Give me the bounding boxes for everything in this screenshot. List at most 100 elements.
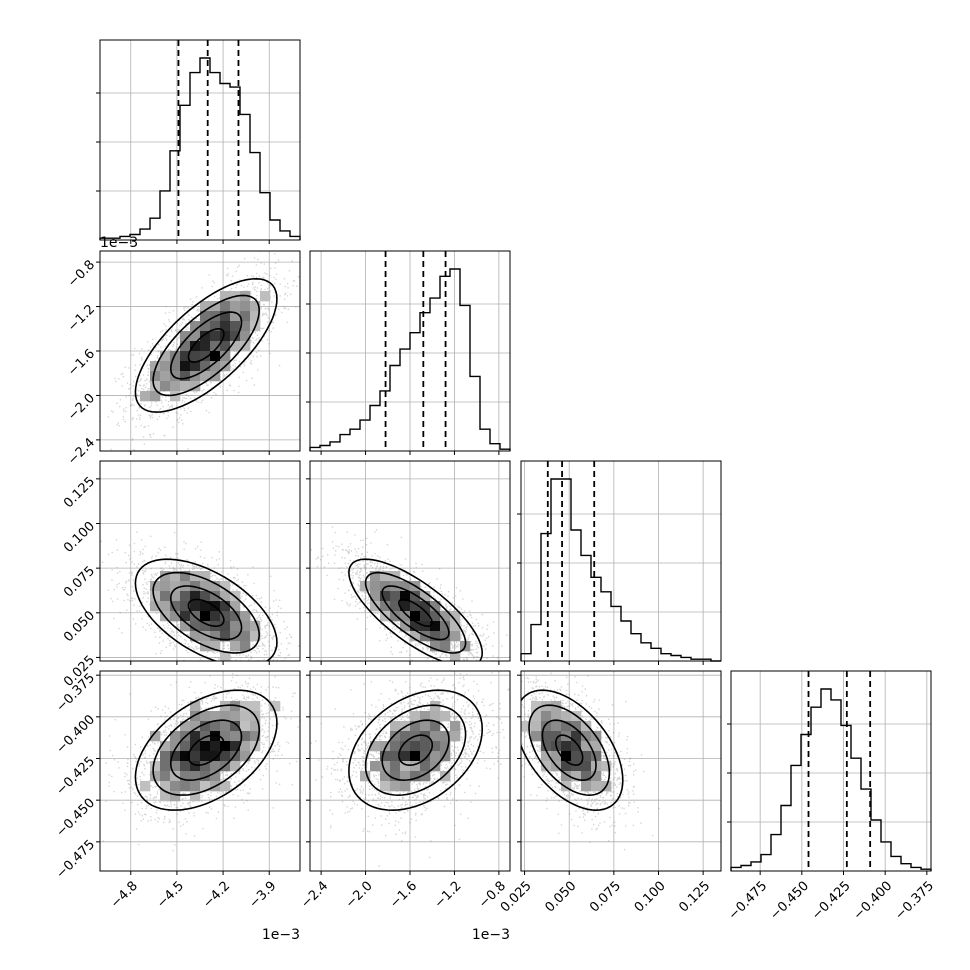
density-cell: [390, 771, 401, 782]
density-cell: [571, 771, 582, 782]
density-cell: [200, 731, 211, 742]
density-cell: [410, 591, 421, 602]
density-cell: [150, 391, 161, 402]
density-cell: [400, 591, 411, 602]
density-cell: [180, 621, 191, 632]
density-cell: [150, 371, 161, 382]
histogram-step-line: [520, 478, 721, 662]
density-cell: [190, 741, 201, 752]
density-cell: [220, 331, 231, 342]
scatter-panel-3-1: [99, 460, 301, 662]
density-cell: [390, 761, 401, 772]
contour-line: [187, 598, 225, 627]
density-cell: [200, 601, 211, 612]
density-cell: [531, 711, 542, 722]
density-cell: [230, 741, 241, 752]
density-cell: [571, 761, 582, 772]
density-cell: [160, 591, 171, 602]
density-cell: [160, 381, 171, 392]
density-cell: [380, 751, 391, 762]
density-cell: [190, 781, 201, 792]
scatter-panel-3-2: [309, 460, 511, 662]
density-cell: [190, 711, 201, 722]
density-cell: [220, 731, 231, 742]
histogram-panel-4: [730, 670, 932, 872]
contour-line: [134, 689, 278, 811]
density-cell: [430, 631, 441, 642]
density-cell: [240, 641, 251, 652]
density-cell: [370, 591, 381, 602]
density-cell: [440, 641, 451, 652]
density-cell: [571, 731, 582, 742]
density-cell: [170, 381, 181, 392]
density-cell: [581, 721, 592, 732]
contour-line: [152, 571, 261, 654]
density-cell: [380, 591, 391, 602]
contour-line: [381, 719, 450, 782]
density-cell: [170, 571, 181, 582]
density-cell: [170, 791, 181, 802]
density-cell: [180, 591, 191, 602]
density-cell: [200, 591, 211, 602]
density-cell: [190, 631, 201, 642]
density-cell: [390, 781, 401, 792]
density-cell: [190, 351, 201, 362]
density-cell: [430, 731, 441, 742]
density-cell: [160, 751, 171, 762]
panel-content: [102, 671, 300, 852]
density-cell: [190, 721, 201, 732]
density-cell: [410, 711, 421, 722]
density-cell: [180, 771, 191, 782]
density-cell: [180, 751, 191, 762]
density-cell: [420, 751, 431, 762]
density-cell: [410, 601, 421, 612]
y-offset-label: 1e−3: [100, 235, 138, 251]
density-cell: [390, 611, 401, 622]
density-cell: [150, 761, 161, 772]
density-cell: [180, 781, 191, 792]
density-cell: [561, 751, 572, 762]
density-cell: [430, 621, 441, 632]
density-cell: [150, 361, 161, 372]
density-cell: [440, 771, 451, 782]
density-cell: [450, 731, 461, 742]
density-cell: [190, 731, 201, 742]
density-cell: [551, 751, 562, 762]
density-cell: [180, 761, 191, 772]
density-cell: [390, 751, 401, 762]
density-cell: [220, 781, 231, 792]
density-cell: [210, 751, 221, 762]
density-cell: [260, 291, 271, 302]
density-cell: [200, 711, 211, 722]
density-cell: [561, 711, 572, 722]
density-cell: [200, 581, 211, 592]
density-cell: [571, 751, 582, 762]
density-cell: [240, 321, 251, 332]
density-cell: [400, 581, 411, 592]
density-cell: [250, 721, 261, 732]
density-cell: [170, 731, 181, 742]
density-cell: [541, 751, 552, 762]
contour-line: [169, 719, 243, 782]
density-cell: [420, 601, 431, 612]
density-cell: [220, 351, 231, 362]
density-cell: [370, 571, 381, 582]
density-cell: [230, 711, 241, 722]
density-cell: [180, 371, 191, 382]
contour-line: [169, 311, 243, 380]
density-cell: [230, 631, 241, 642]
density-cell: [170, 591, 181, 602]
density-cell: [440, 621, 451, 632]
density-cell: [240, 621, 251, 632]
density-cell: [150, 601, 161, 612]
density-cell: [440, 741, 451, 752]
density-cell: [200, 331, 211, 342]
density-cell: [240, 741, 251, 752]
density-cell: [170, 761, 181, 772]
density-cell: [240, 731, 251, 742]
density-cell: [200, 751, 211, 762]
density-cell: [180, 361, 191, 372]
density-cell: [420, 611, 431, 622]
density-cell: [220, 311, 231, 322]
density-cell: [210, 581, 221, 592]
